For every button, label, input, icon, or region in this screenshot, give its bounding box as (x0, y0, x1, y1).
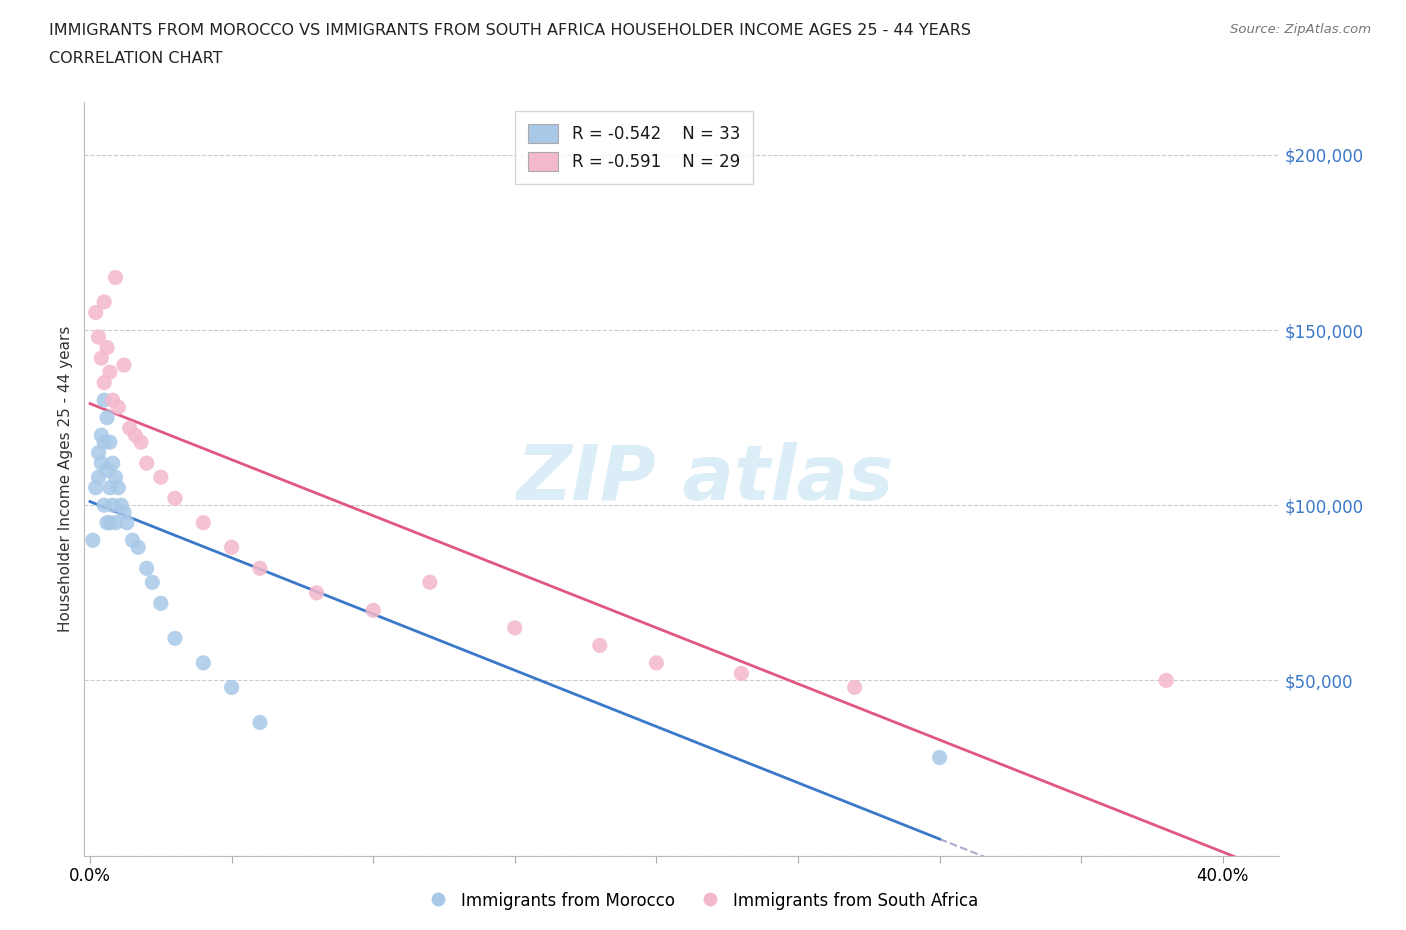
Point (112, 358, 135, 373)
Point (84, 480, 107, 495)
Point (645, 656, 668, 671)
Point (127, 539, 149, 554)
Point (93, 392, 115, 407)
Point (93, 375, 115, 390)
Point (98, 515, 121, 530)
Text: CORRELATION CHART: CORRELATION CHART (49, 51, 222, 66)
Point (221, 539, 243, 554)
Point (90, 456, 112, 471)
Point (93, 434, 115, 449)
Point (96, 463, 118, 478)
Point (104, 270, 127, 285)
Point (96, 515, 118, 530)
Point (503, 620, 526, 635)
Point (90, 351, 112, 365)
Point (87, 329, 110, 344)
Point (361, 603, 384, 618)
Point (135, 561, 157, 576)
Text: ZIP atlas: ZIP atlas (517, 442, 894, 516)
Point (96, 410, 118, 425)
Point (87, 470, 110, 485)
Point (98, 434, 121, 449)
Point (98, 365, 121, 379)
Point (107, 480, 129, 495)
Text: IMMIGRANTS FROM MOROCCO VS IMMIGRANTS FROM SOUTH AFRICA HOUSEHOLDER INCOME AGES : IMMIGRANTS FROM MOROCCO VS IMMIGRANTS FR… (49, 23, 972, 38)
Point (101, 456, 124, 471)
Point (107, 400, 129, 415)
Point (249, 715, 271, 730)
Point (141, 575, 163, 590)
Point (193, 656, 215, 671)
Point (129, 434, 152, 449)
Point (928, 751, 950, 765)
Point (90, 428, 112, 443)
Legend: Immigrants from Morocco, Immigrants from South Africa: Immigrants from Morocco, Immigrants from… (420, 885, 986, 917)
Point (101, 392, 124, 407)
Point (104, 515, 127, 530)
Point (163, 491, 186, 506)
Point (149, 470, 172, 485)
Point (104, 470, 127, 485)
Point (730, 666, 752, 681)
Point (101, 498, 124, 512)
Point (110, 498, 132, 512)
Point (163, 631, 186, 645)
Point (193, 515, 215, 530)
Point (135, 456, 157, 471)
Legend: R = -0.542    N = 33, R = -0.591    N = 29: R = -0.542 N = 33, R = -0.591 N = 29 (515, 111, 754, 184)
Y-axis label: Householder Income Ages 25 - 44 years: Householder Income Ages 25 - 44 years (58, 326, 73, 632)
Point (589, 638, 612, 653)
Point (82, 533, 104, 548)
Point (87, 445, 110, 460)
Point (96, 340, 118, 355)
Point (84, 305, 107, 320)
Point (118, 420, 141, 435)
Point (115, 515, 138, 530)
Point (98, 480, 121, 495)
Point (121, 533, 143, 548)
Point (93, 498, 115, 512)
Point (419, 575, 441, 590)
Point (221, 680, 243, 695)
Point (149, 596, 172, 611)
Text: Source: ZipAtlas.com: Source: ZipAtlas.com (1230, 23, 1371, 36)
Point (112, 505, 135, 520)
Point (249, 561, 271, 576)
Point (93, 295, 115, 310)
Point (844, 680, 866, 695)
Point (305, 585, 328, 600)
Point (124, 428, 146, 443)
Point (1154, 673, 1177, 688)
